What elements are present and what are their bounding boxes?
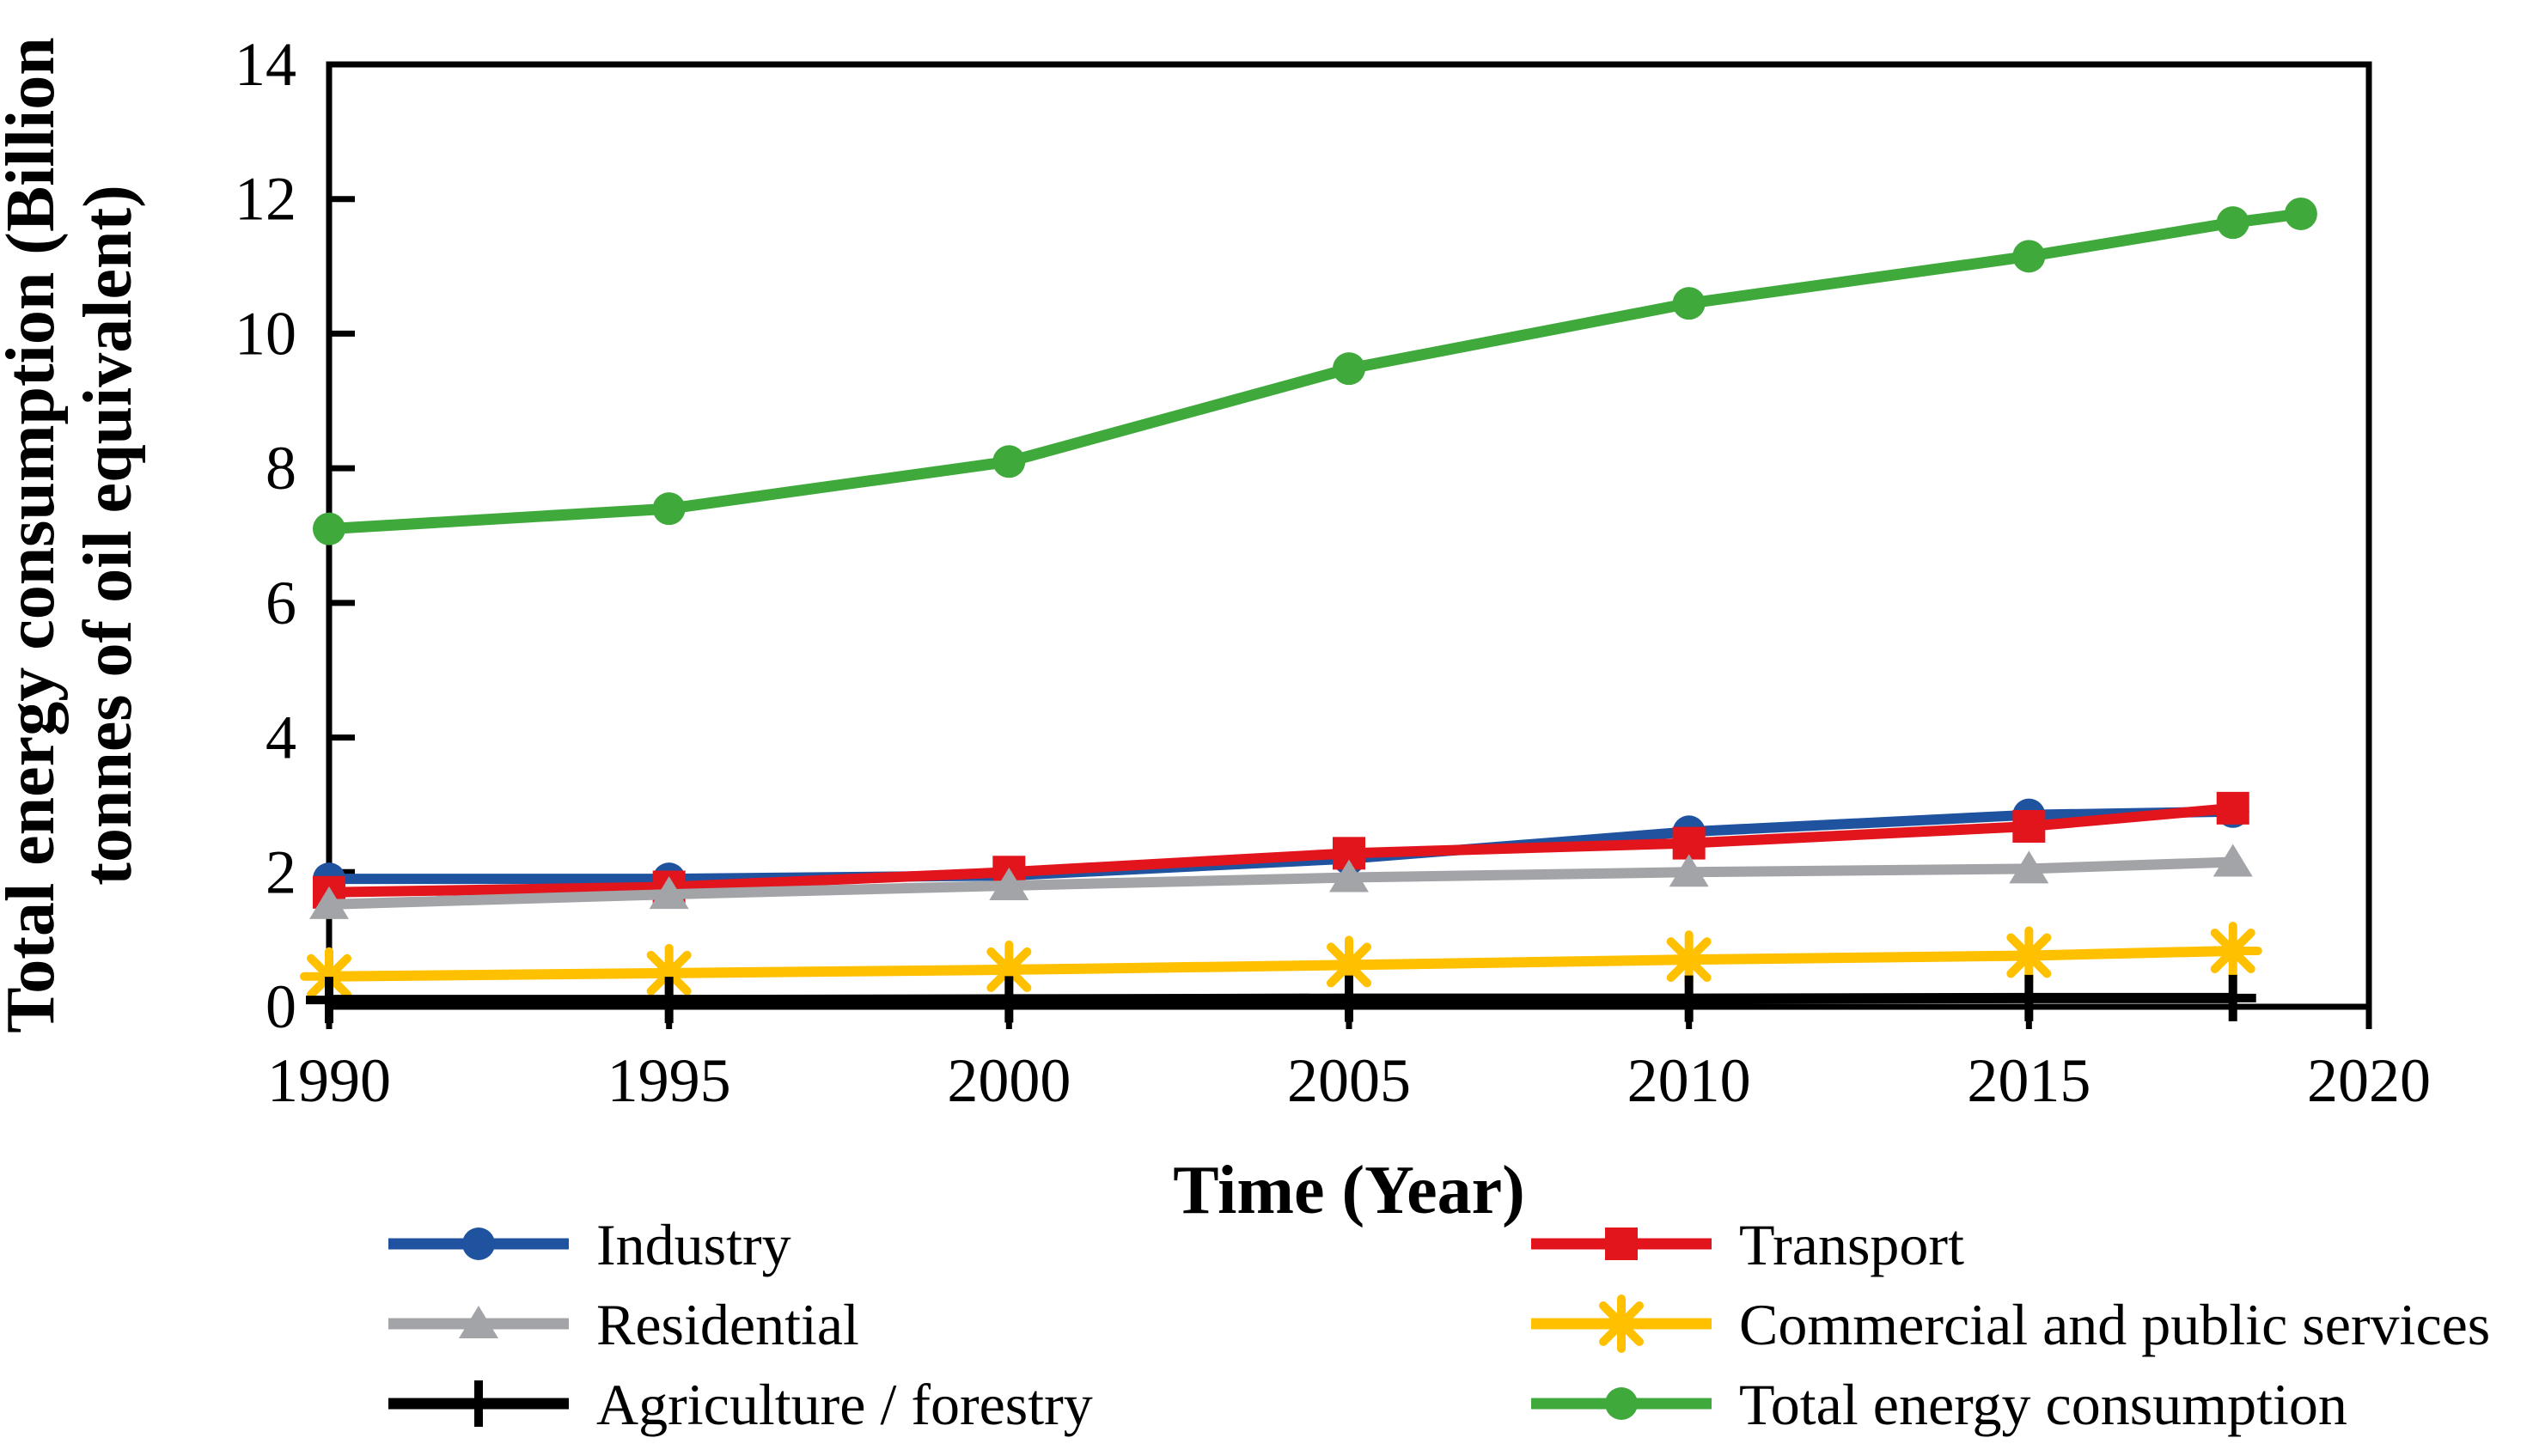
data-point-residential-2015 bbox=[2009, 850, 2049, 884]
data-point-transport-2018 bbox=[2216, 791, 2249, 825]
legend-label-residential: Residential bbox=[596, 1292, 859, 1357]
legend-label-commercial: Commercial and public services bbox=[1739, 1292, 2490, 1357]
legend-label-total: Total energy consumption bbox=[1739, 1372, 2347, 1437]
y-tick-label: 4 bbox=[266, 704, 296, 772]
data-point-residential-1995 bbox=[649, 876, 689, 910]
data-point-agriculture-2005 bbox=[1326, 975, 1372, 1022]
data-point-commercial-2010 bbox=[1659, 930, 1718, 990]
x-tick-label: 2015 bbox=[1967, 1046, 2090, 1115]
data-point-commercial-2005 bbox=[1320, 935, 1378, 995]
legend-key-marker-transport bbox=[1605, 1228, 1638, 1260]
data-point-agriculture-1990 bbox=[306, 977, 352, 1024]
data-point-commercial-2018 bbox=[2203, 921, 2262, 980]
y-tick-label: 8 bbox=[266, 434, 296, 503]
y-tick-label: 14 bbox=[235, 30, 296, 99]
legend-key-marker-commercial bbox=[1592, 1295, 1651, 1353]
data-point-commercial-2000 bbox=[980, 940, 1039, 999]
series-line-commercial bbox=[324, 945, 2238, 982]
legend-item-total: Total energy consumption bbox=[1531, 1372, 2347, 1437]
data-point-agriculture-2015 bbox=[2005, 974, 2053, 1021]
data-point-agriculture-2000 bbox=[986, 976, 1033, 1023]
data-point-residential-2010 bbox=[1669, 854, 1709, 887]
legend-key-marker-agriculture bbox=[455, 1380, 502, 1427]
data-point-total-2018 bbox=[2216, 206, 2249, 240]
data-point-residential-2000 bbox=[989, 867, 1029, 900]
data-point-agriculture-1995 bbox=[645, 977, 693, 1024]
data-point-commercial-1990 bbox=[300, 947, 358, 1006]
data-point-commercial-2015 bbox=[1999, 926, 2059, 985]
data-point-transport-2010 bbox=[1672, 826, 1706, 860]
y-axis-title-line1: Total energy consumption (Billion bbox=[0, 37, 69, 1033]
plot-area: 0 2 4 6 8 10 12 14 1990 1995 2000 2005 2010 2015 2020 I… bbox=[235, 30, 2490, 1437]
data-point-residential-2005 bbox=[1329, 859, 1369, 892]
data-point-transport-2015 bbox=[2012, 810, 2046, 844]
series-line-total bbox=[323, 208, 2307, 535]
y-tick-label: 12 bbox=[235, 165, 296, 234]
data-point-agriculture-2018 bbox=[2209, 974, 2256, 1021]
data-point-total-2010 bbox=[1672, 287, 1706, 320]
legend-label-industry: Industry bbox=[596, 1212, 791, 1277]
series-transport bbox=[313, 791, 2249, 909]
series-line-agriculture bbox=[324, 992, 2238, 1006]
legend-item-transport: Transport bbox=[1531, 1212, 1964, 1277]
legend-item-agriculture: Agriculture / forestry bbox=[388, 1372, 1093, 1437]
data-point-total-1995 bbox=[652, 492, 686, 526]
x-tick-label: 1995 bbox=[607, 1046, 731, 1115]
y-tick-label: 10 bbox=[235, 299, 296, 368]
data-point-residential-2018 bbox=[2213, 844, 2253, 877]
legend-key-marker-industry bbox=[462, 1228, 495, 1260]
x-axis-title: Time (Year) bbox=[1173, 1153, 1525, 1228]
series-commercial bbox=[300, 921, 2262, 1006]
data-point-total-2015 bbox=[2012, 240, 2046, 273]
y-tick-label: 2 bbox=[266, 838, 296, 906]
data-point-residential-1990 bbox=[309, 886, 349, 919]
y-tick-label: 6 bbox=[266, 569, 296, 637]
legend-item-industry: Industry bbox=[388, 1212, 791, 1277]
legend-item-commercial: Commercial and public services bbox=[1531, 1292, 2490, 1357]
series-residential bbox=[309, 844, 2253, 919]
data-point-total-1990 bbox=[313, 512, 345, 545]
data-point-total-2005 bbox=[1333, 352, 1365, 386]
data-point-commercial-1995 bbox=[639, 943, 699, 1002]
x-tick-label: 2000 bbox=[947, 1046, 1071, 1115]
data-point-total-2019 bbox=[2284, 197, 2317, 230]
legend-key-marker-residential bbox=[459, 1306, 498, 1338]
x-tick-label: 2020 bbox=[2307, 1046, 2431, 1115]
y-tick-label: 0 bbox=[266, 972, 296, 1041]
series-agriculture bbox=[306, 974, 2256, 1024]
legend-item-residential: Residential bbox=[388, 1292, 859, 1357]
series-total bbox=[313, 197, 2317, 545]
data-point-agriculture-2010 bbox=[1665, 975, 1712, 1022]
x-tick-label: 1990 bbox=[267, 1046, 391, 1115]
data-point-total-2000 bbox=[992, 445, 1026, 478]
y-axis-title-line2: tonnes of oil equivalent) bbox=[70, 185, 146, 886]
x-tick-label: 2010 bbox=[1627, 1046, 1751, 1115]
legend-key-marker-total bbox=[1605, 1387, 1638, 1420]
legend-label-agriculture: Agriculture / forestry bbox=[596, 1372, 1093, 1437]
x-tick-label: 2005 bbox=[1287, 1046, 1411, 1115]
legend-label-transport: Transport bbox=[1739, 1212, 1964, 1277]
